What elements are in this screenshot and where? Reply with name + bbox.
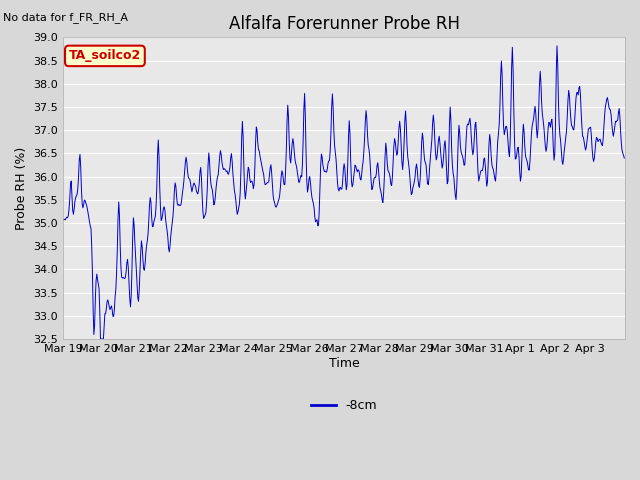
Y-axis label: Probe RH (%): Probe RH (%): [15, 146, 28, 230]
Title: Alfalfa Forerunner Probe RH: Alfalfa Forerunner Probe RH: [228, 15, 460, 33]
X-axis label: Time: Time: [329, 357, 360, 370]
Legend: -8cm: -8cm: [306, 394, 382, 417]
Text: TA_soilco2: TA_soilco2: [68, 49, 141, 62]
Text: No data for f_FR_RH_A: No data for f_FR_RH_A: [3, 12, 128, 23]
